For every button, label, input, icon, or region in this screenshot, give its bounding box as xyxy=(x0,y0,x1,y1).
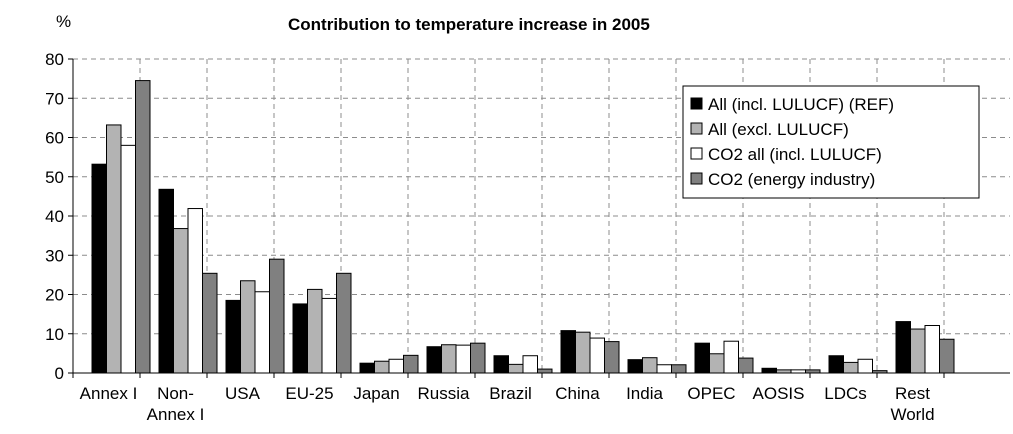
y-tick-label: 60 xyxy=(45,129,64,148)
x-tick-label: EU-25 xyxy=(285,384,333,403)
bar xyxy=(738,357,754,374)
bar xyxy=(307,288,323,374)
y-tick-labels: 0 10 20 30 40 50 60 70 80 xyxy=(45,50,64,383)
bar xyxy=(336,272,352,374)
bar xyxy=(508,363,524,374)
y-tick-label: 40 xyxy=(45,207,64,226)
bar xyxy=(91,163,107,374)
x-tick-label: Non- xyxy=(157,384,194,403)
bar xyxy=(158,188,174,374)
x-tick-label: Annex I xyxy=(147,405,205,424)
legend-swatch xyxy=(690,172,703,185)
legend-entry-label: All (incl. LULUCF) (REF) xyxy=(708,95,894,114)
x-tick-label: Russia xyxy=(418,384,471,403)
bar xyxy=(843,361,859,374)
legend: All (incl. LULUCF) (REF) All (excl. LULUC… xyxy=(682,85,980,199)
x-tick-label: USA xyxy=(225,384,261,403)
bar xyxy=(441,344,457,374)
chart-title: Contribution to temperature increase in … xyxy=(288,15,650,34)
x-tick-labels: Annex I Non- Annex I USA EU-25 Japan Russia Bra… xyxy=(80,384,935,424)
x-tick-label: Annex I xyxy=(80,384,138,403)
legend-entry-label: All (excl. LULUCF) xyxy=(708,120,849,139)
x-tick-label: China xyxy=(555,384,600,403)
x-tick-label: LDCs xyxy=(824,384,867,403)
legend-box xyxy=(682,85,980,199)
bar xyxy=(359,362,375,374)
bar xyxy=(374,360,390,374)
x-tick-label: Brazil xyxy=(489,384,532,403)
x-tick-label: India xyxy=(626,384,663,403)
bars xyxy=(91,80,955,374)
y-tick-label: 50 xyxy=(45,168,64,187)
bar xyxy=(388,358,404,374)
bar xyxy=(202,272,218,374)
bar xyxy=(120,144,136,374)
bar xyxy=(537,368,553,374)
bar xyxy=(403,354,419,374)
axes xyxy=(68,58,1010,378)
bar xyxy=(694,342,710,374)
bar xyxy=(292,303,308,374)
y-tick-label: 0 xyxy=(55,364,64,383)
bar xyxy=(254,291,270,374)
bar xyxy=(709,353,725,374)
bar xyxy=(470,342,486,374)
y-tick-label: 30 xyxy=(45,246,64,265)
bar xyxy=(723,340,739,374)
bar xyxy=(106,124,122,374)
bar xyxy=(589,337,605,374)
bar xyxy=(560,330,576,374)
bar xyxy=(522,355,538,374)
y-tick-label: 80 xyxy=(45,50,64,69)
bar xyxy=(455,344,471,374)
bar xyxy=(575,331,591,374)
x-tick-label: OPEC xyxy=(687,384,735,403)
x-tick-label: Rest xyxy=(895,384,930,403)
bar xyxy=(761,367,777,374)
bar xyxy=(225,299,241,374)
x-tick-label: AOSIS xyxy=(753,384,805,403)
x-tick-label: Japan xyxy=(353,384,399,403)
bar xyxy=(924,325,940,374)
bar xyxy=(627,359,643,374)
legend-entry-label: CO2 (energy industry) xyxy=(708,170,875,189)
bar xyxy=(173,228,189,374)
bar xyxy=(910,328,926,374)
bar xyxy=(895,321,911,374)
bar xyxy=(269,258,285,374)
bar xyxy=(135,80,151,374)
x-tick-label: World xyxy=(890,405,934,424)
bar xyxy=(939,338,955,374)
legend-swatch xyxy=(690,97,703,110)
y-axis-unit-label: % xyxy=(56,12,72,31)
bar xyxy=(642,357,658,374)
bar xyxy=(656,364,672,374)
bar xyxy=(857,358,873,374)
legend-swatch xyxy=(690,122,703,135)
bar xyxy=(828,355,844,374)
bar xyxy=(604,341,620,374)
y-tick-label: 70 xyxy=(45,89,64,108)
bar xyxy=(321,297,337,374)
bar xyxy=(671,364,687,374)
y-tick-label: 10 xyxy=(45,325,64,344)
y-tick-label: 20 xyxy=(45,286,64,305)
legend-entry-label: CO2 all (incl. LULUCF) xyxy=(708,145,882,164)
legend-swatch xyxy=(690,147,703,160)
bar xyxy=(426,346,442,374)
bar xyxy=(187,208,203,374)
bar xyxy=(493,355,509,374)
bar xyxy=(240,280,256,374)
